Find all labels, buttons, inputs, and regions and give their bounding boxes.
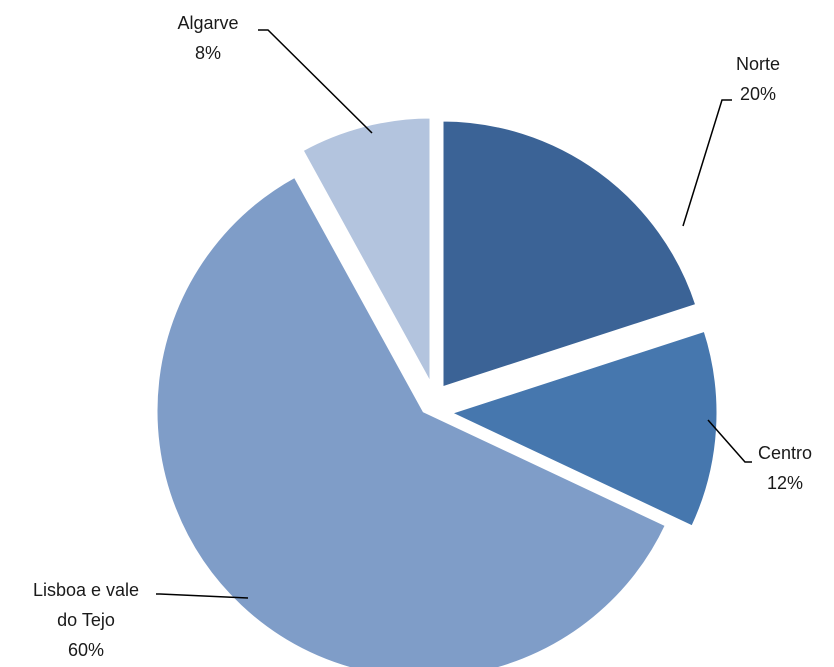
data-label-line: 60% bbox=[68, 640, 104, 660]
data-label-line: 20% bbox=[740, 84, 776, 104]
data-label-algarve: Algarve 8% bbox=[177, 13, 238, 63]
data-label-line: 8% bbox=[195, 43, 221, 63]
data-label-line: do Tejo bbox=[57, 610, 115, 630]
data-label-line: Algarve bbox=[177, 13, 238, 33]
pie-slice-norte bbox=[440, 118, 699, 391]
data-label-line: Lisboa e vale bbox=[33, 580, 139, 600]
leader-line-centro bbox=[707, 419, 752, 463]
data-label-norte: Norte 20% bbox=[736, 54, 780, 104]
pie-slice-lisboa-e-vale-do-tejo bbox=[154, 174, 669, 667]
data-label-line: Centro bbox=[758, 443, 812, 463]
data-label-line: Norte bbox=[736, 54, 780, 74]
leader-line-algarve bbox=[258, 29, 373, 134]
leader-line-norte bbox=[682, 99, 732, 227]
data-label-centro: Centro 12% bbox=[758, 443, 812, 493]
leader-line-lisboa-e-vale-do-tejo bbox=[156, 593, 249, 599]
data-label-lisboa-e-vale-do-tejo: Lisboa e vale do Tejo 60% bbox=[33, 580, 139, 660]
data-label-line: 12% bbox=[767, 473, 803, 493]
